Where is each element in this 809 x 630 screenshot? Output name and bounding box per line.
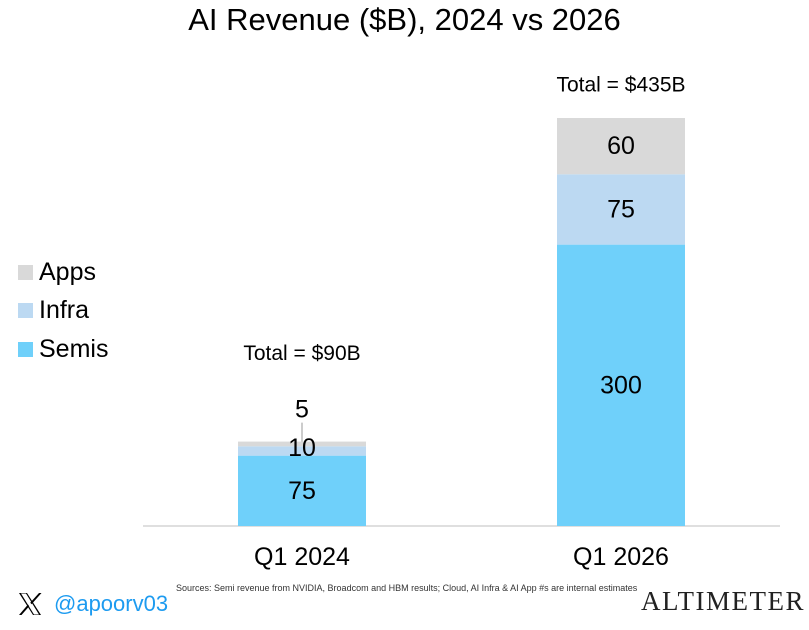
legend-item-semis: Semis [18, 335, 108, 363]
x-tick-label-1: Q1 2024 [254, 543, 350, 571]
bar-apps-1 [238, 441, 366, 447]
data-label-semis-2: 300 [600, 371, 642, 399]
total-label-2: Total = $435B [556, 74, 685, 97]
footer-handle-text[interactable]: @apoorv03 [54, 591, 169, 616]
data-label-apps-1: 5 [295, 396, 309, 424]
legend-label-infra: Infra [39, 295, 90, 324]
brand-logo: ALTIMETER [641, 586, 805, 616]
bar-semis-1 [238, 455, 366, 526]
legend-swatch-infra [18, 302, 33, 318]
bar-infra-2 [557, 174, 685, 245]
total-label-1: Total = $90B [243, 342, 360, 365]
data-label-semis-1: 75 [288, 477, 316, 505]
footer-source-note: Sources: Semi revenue from NVIDIA, Broad… [176, 583, 638, 593]
legend-item-apps: Apps [18, 258, 96, 286]
legend-swatch-semis [18, 341, 33, 357]
bar-infra-1 [238, 446, 366, 456]
bar-semis-2 [557, 244, 685, 526]
legend-label-apps: Apps [39, 257, 96, 286]
x-logo-icon [19, 593, 42, 615]
legend-swatch-apps [18, 264, 33, 280]
data-label-infra-2: 75 [607, 195, 635, 223]
legend-label-semis: Semis [39, 334, 109, 363]
x-tick-label-2: Q1 2026 [573, 543, 669, 571]
chart-title: AI Revenue ($B), 2024 vs 2026 [188, 2, 621, 37]
footer-handle[interactable]: @apoorv03 [16, 587, 168, 621]
bar-apps-2 [557, 118, 685, 175]
data-label-apps-2: 60 [607, 132, 635, 160]
legend-item-infra: Infra [18, 296, 89, 324]
